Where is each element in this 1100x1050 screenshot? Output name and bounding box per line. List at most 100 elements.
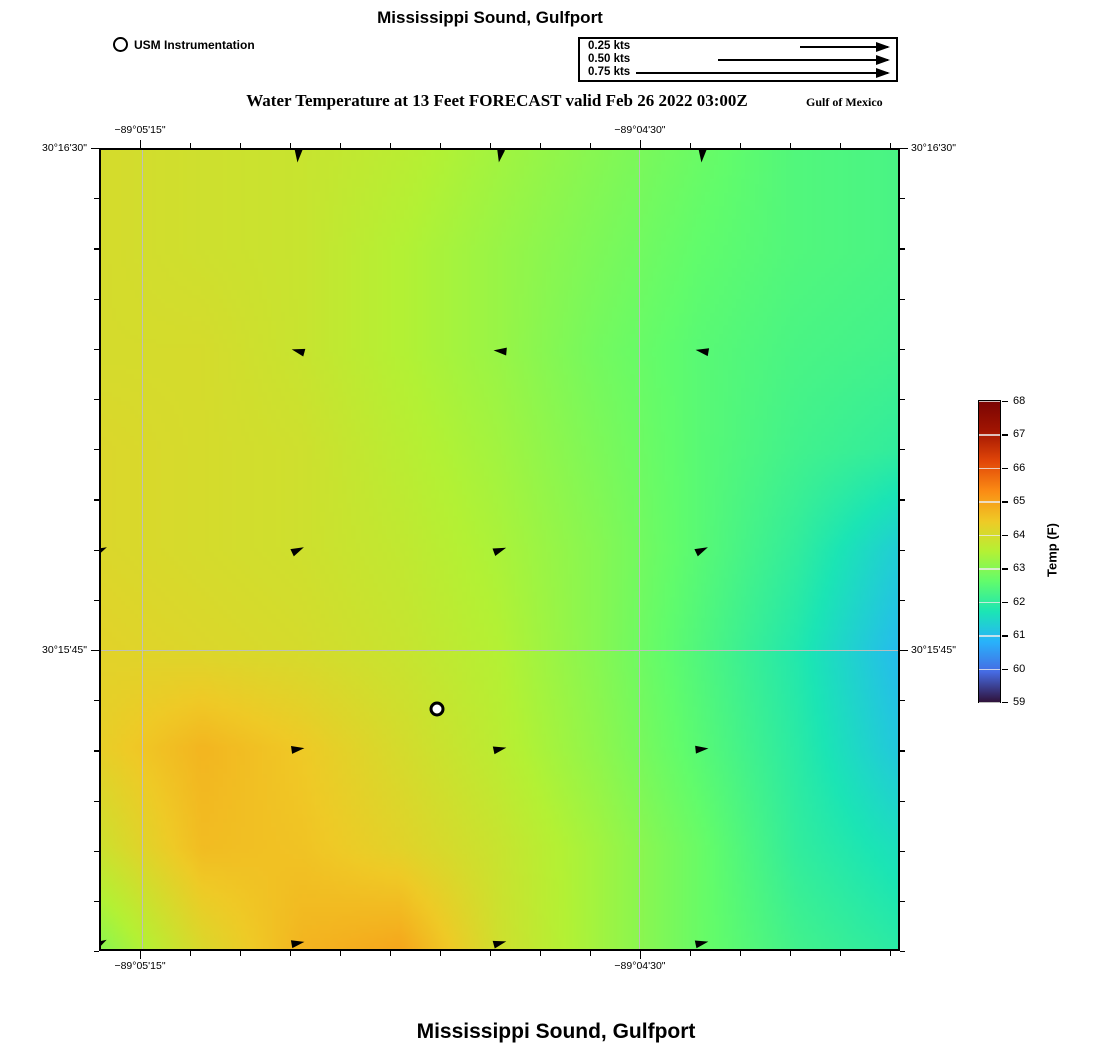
y-axis-tick [94,298,99,300]
y-axis-tick [94,901,99,903]
velocity-scale-label: 0.50 kts [588,53,631,65]
x-axis-tick [140,140,142,148]
current-vector-arrow-icon [694,346,710,357]
y-axis-tick [94,700,99,702]
gridline-vertical [141,150,143,949]
x-axis-tick [390,951,392,956]
x-axis-tick-label: −89°05'15" [114,960,166,972]
current-vector-arrow-icon [694,543,710,556]
gridline-vertical [639,150,641,949]
arrowhead-icon [876,67,890,78]
colorbar-tick [1002,635,1008,637]
y-axis-tick [900,348,905,351]
x-axis-tick [440,951,442,956]
y-axis-tick [900,549,905,551]
x-axis-tick [590,143,592,148]
x-axis-tick [340,143,342,148]
forecast-subtitle: Water Temperature at 13 Feet FORECAST va… [246,91,748,110]
colorbar-tick-line [979,434,1000,436]
gridline-horizontal [101,649,898,651]
y-axis-tick-label: 30°15'45" [42,644,87,657]
current-vector-arrow-icon [101,935,109,949]
x-axis-tick [540,951,542,956]
x-axis-tick [290,951,292,956]
current-vector-arrow-icon [697,150,707,164]
current-vector-arrow-icon [695,744,709,754]
x-axis-tick [640,951,642,959]
velocity-scale-arrow [718,54,890,65]
colorbar-tick-label: 61 [1013,629,1026,642]
x-axis-tick-label: −89°04'30" [614,960,666,972]
y-axis-tick [94,951,99,953]
colorbar-tick-label: 68 [1013,395,1026,407]
colorbar-tick [1002,702,1008,704]
x-axis-tick [790,951,792,956]
velocity-scale-label: 0.75 kts [588,66,631,78]
y-axis-tick [94,800,99,802]
x-axis-tick [190,951,192,956]
velocity-scale-row: 0.50 kts [580,53,896,66]
y-axis-tick [94,248,99,250]
x-axis-tick [190,143,192,148]
y-axis-tick [900,298,905,300]
colorbar-tick-line [979,467,1000,470]
y-axis-tick [900,800,905,802]
y-axis-tick [94,499,99,501]
y-axis-tick [94,449,99,451]
colorbar-tick-label: 67 [1013,428,1026,441]
y-axis-tick [900,499,905,501]
y-axis-tick [94,399,99,401]
current-vector-arrow-icon [492,937,508,949]
region-label: Gulf of Mexico [806,95,883,109]
y-axis-tick [900,700,905,702]
x-axis-tick [740,951,742,956]
x-axis-tick [490,951,492,956]
colorbar-tick [1002,434,1008,436]
y-axis-tick [900,850,905,853]
colorbar-tick-line [979,501,1000,503]
y-axis-tick [900,650,908,652]
colorbar-tick-line [979,534,1000,537]
usm-station-marker [429,701,445,716]
y-axis-tick [900,449,905,451]
x-axis-tick [290,143,292,148]
current-vector-arrow-icon [290,744,305,755]
colorbar-tick-label: 60 [1013,662,1026,675]
y-axis-tick-label: 30°16'30" [42,142,87,154]
current-vector-arrow-icon [493,346,508,356]
map-plot [99,148,900,951]
colorbar-tick-label: 65 [1013,495,1026,508]
velocity-scale-row: 0.75 kts [580,66,896,79]
current-vector-arrow-icon [492,543,508,556]
colorbar-tick-line [979,601,1000,604]
x-axis-tick [840,951,842,956]
arrowhead-icon [876,54,890,65]
y-axis-tick-label: 30°16'30" [911,142,956,154]
current-vector-arrow-icon [293,150,303,164]
y-axis-tick [94,198,99,200]
x-axis-tick [840,143,842,148]
x-axis-tick-label: −89°05'15" [114,124,166,136]
current-vector-arrow-icon [290,543,306,556]
colorbar-tick [1002,501,1008,503]
y-axis-tick [94,850,99,853]
y-axis-tick [900,198,905,200]
x-axis-tick [590,951,592,956]
colorbar-tick [1002,568,1008,570]
colorbar-tick-line [979,702,1000,704]
x-axis-tick [540,143,542,148]
x-axis-tick [740,143,742,148]
x-axis-tick [390,143,392,148]
x-axis-tick [690,143,692,148]
x-axis-tick [790,143,792,148]
colorbar-tick [1002,668,1008,670]
y-axis-tick [900,951,905,953]
y-axis-tick [900,248,905,250]
temperature-canvas [101,150,898,949]
y-axis-tick [91,148,99,150]
y-axis-tick-label: 30°15'45" [911,644,956,657]
colorbar-tick [1002,467,1008,470]
y-axis-tick [900,901,905,903]
colorbar-tick-label: 62 [1013,595,1026,608]
velocity-scale-legend: 0.25 kts 0.50 kts 0.75 kts [578,37,898,82]
